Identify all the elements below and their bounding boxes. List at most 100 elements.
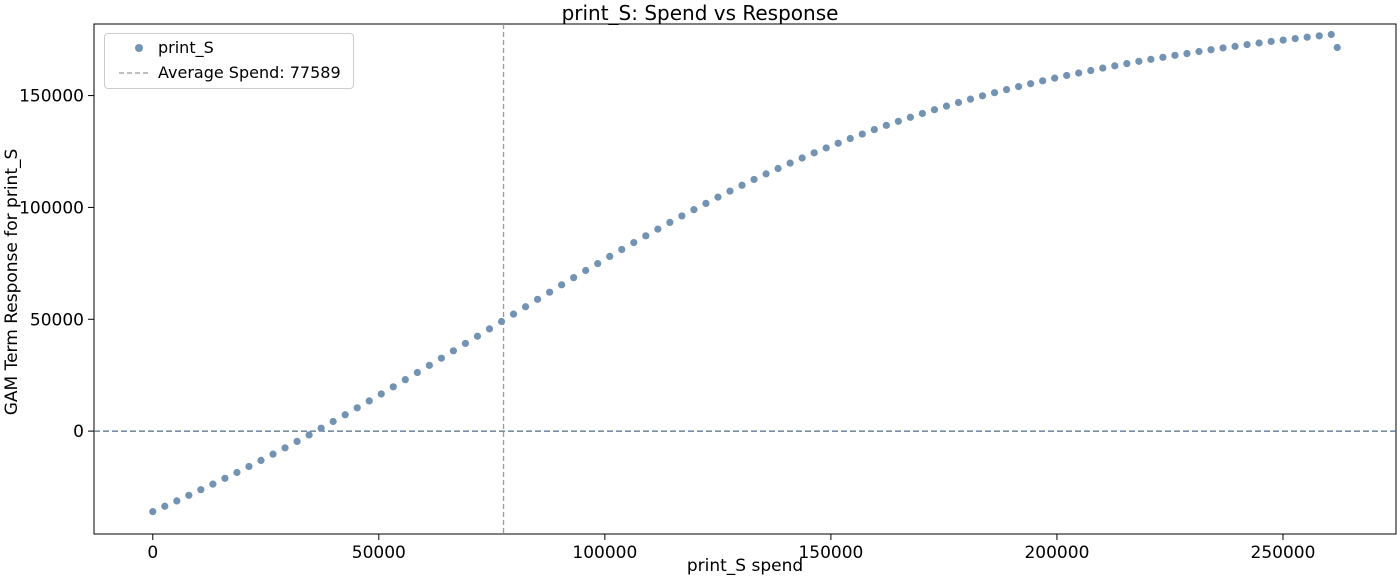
- x-tick-label: 200000: [1024, 543, 1089, 563]
- data-point: [485, 325, 494, 333]
- data-point: [1087, 66, 1095, 75]
- y-axis-label: GAM Term Response for print_S: [2, 148, 22, 416]
- reference-lines: [94, 24, 1396, 534]
- data-point: [317, 424, 325, 432]
- data-point: [437, 354, 445, 362]
- data-point: [774, 164, 782, 173]
- y-axis-ticks: 0 50000 100000 150000: [19, 87, 94, 442]
- x-tick-label: 50000: [352, 543, 406, 563]
- data-point: [702, 199, 710, 207]
- x-axis-ticks: 0 50000 100000 150000 200000 250000: [147, 534, 1315, 563]
- data-point: [618, 245, 626, 254]
- data-point: [377, 390, 385, 398]
- data-point: [882, 121, 890, 129]
- data-point: [353, 404, 361, 412]
- data-point: [1279, 36, 1287, 44]
- data-point: [521, 303, 530, 311]
- data-point: [786, 159, 794, 167]
- data-point: [1219, 44, 1227, 52]
- legend-marker-dot: [135, 44, 143, 52]
- data-point: [642, 232, 650, 240]
- data-point: [1303, 33, 1311, 41]
- data-point: [546, 288, 554, 296]
- data-point: [233, 468, 241, 477]
- plot-frame: [93, 23, 1397, 535]
- data-point: [1002, 85, 1011, 94]
- data-point: [954, 98, 963, 107]
- data-point: [413, 368, 421, 377]
- data-point: [533, 295, 542, 303]
- data-point: [329, 417, 337, 426]
- data-point: [846, 134, 854, 143]
- data-point: [1231, 42, 1239, 50]
- data-point: [1171, 51, 1179, 59]
- chart-title: print_S: Spend vs Response: [561, 1, 839, 25]
- data-point: [1183, 49, 1191, 58]
- data-point: [221, 474, 229, 482]
- data-point: [197, 486, 205, 494]
- data-point: [750, 175, 758, 184]
- data-point: [762, 170, 770, 178]
- data-point: [257, 456, 265, 465]
- data-point: [738, 181, 746, 189]
- x-axis-label: print_S spend: [686, 556, 804, 576]
- data-point: [269, 450, 277, 458]
- data-point: [930, 106, 939, 114]
- data-point: [473, 332, 482, 340]
- data-point: [497, 317, 506, 326]
- data-point: [161, 502, 169, 510]
- data-point: [1027, 80, 1035, 88]
- data-point: [582, 266, 590, 275]
- data-point: [918, 109, 926, 118]
- data-point: [1051, 74, 1059, 82]
- data-point: [666, 218, 674, 227]
- data-point: [149, 508, 157, 516]
- y-tick-label: 150000: [19, 87, 84, 107]
- data-point: [558, 281, 566, 289]
- data-point: [1255, 39, 1263, 47]
- y-tick-label: 0: [73, 422, 84, 442]
- data-point: [906, 113, 914, 121]
- data-point: [389, 383, 397, 391]
- data-point: [870, 125, 878, 134]
- data-point: [1327, 30, 1335, 39]
- x-tick-label: 250000: [1251, 543, 1316, 563]
- data-point: [341, 411, 349, 419]
- plot-border: [93, 23, 1397, 535]
- data-point: [305, 431, 313, 439]
- data-point: [1291, 34, 1299, 43]
- data-point: [726, 187, 734, 195]
- data-point: [594, 259, 602, 268]
- x-tick-label: 0: [147, 543, 158, 563]
- data-point: [678, 212, 686, 220]
- data-point: [509, 310, 518, 318]
- data-point: [606, 252, 614, 261]
- data-point: [1195, 47, 1203, 56]
- data-point: [1147, 55, 1155, 63]
- data-point: [834, 139, 842, 147]
- data-point: [714, 193, 722, 201]
- data-point: [1267, 37, 1275, 46]
- data-point: [630, 238, 638, 247]
- y-tick-label: 100000: [19, 198, 84, 218]
- data-point: [810, 149, 818, 157]
- data-point: [461, 339, 470, 348]
- x-tick-label: 150000: [798, 543, 863, 563]
- data-point: [1315, 32, 1323, 40]
- data-point: [1039, 77, 1047, 85]
- legend-marker-dashed-line: [119, 72, 151, 74]
- data-point: [281, 444, 289, 452]
- data-point: [570, 274, 578, 282]
- data-point: [894, 117, 902, 125]
- data-point: [822, 144, 830, 152]
- data-point: [654, 225, 662, 233]
- legend: print_S Average Spend: 77589: [104, 33, 354, 89]
- data-point: [1123, 59, 1131, 68]
- data-point: [173, 497, 181, 505]
- data-point: [1015, 83, 1023, 91]
- data-point: [1075, 69, 1083, 77]
- data-point: [1135, 57, 1143, 65]
- data-point: [185, 491, 193, 499]
- legend-series-label: print_S: [158, 38, 214, 57]
